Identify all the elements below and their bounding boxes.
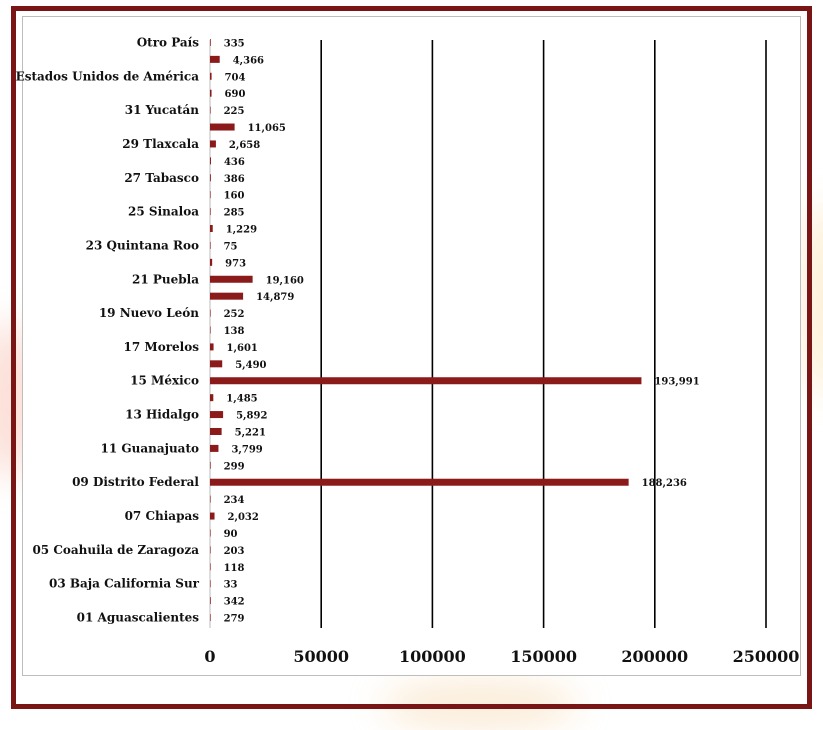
data-label: 2,032 <box>228 512 259 523</box>
category-label: 17 Morelos <box>124 340 200 354</box>
data-label: 1,485 <box>226 394 257 405</box>
bar <box>210 546 211 554</box>
bar <box>210 292 244 300</box>
bar <box>210 174 211 182</box>
category-label: 29 Tlaxcala <box>122 137 199 151</box>
data-label: 5,892 <box>236 411 267 422</box>
data-label: 4,366 <box>233 55 264 66</box>
data-label: 5,221 <box>235 427 266 438</box>
data-label: 160 <box>224 191 245 202</box>
bar <box>210 309 211 317</box>
data-label: 1,601 <box>227 343 258 354</box>
bar <box>210 444 219 452</box>
data-label: 704 <box>225 72 246 83</box>
data-label: 75 <box>224 241 238 252</box>
data-label: 188,236 <box>642 478 687 489</box>
data-label: 225 <box>224 106 245 117</box>
bar <box>210 241 211 249</box>
category-label: 01 Aguascalientes <box>77 611 200 625</box>
x-tick-label: 50000 <box>293 647 349 666</box>
bar <box>210 394 214 402</box>
bar <box>210 343 214 351</box>
category-label: 21 Puebla <box>132 272 199 286</box>
bar <box>210 411 224 419</box>
data-label: 203 <box>224 546 245 557</box>
bar <box>210 72 212 80</box>
bar <box>210 89 212 97</box>
category-label: 23 Quintana Roo <box>86 238 199 252</box>
data-label: 11,065 <box>248 123 286 134</box>
bar <box>210 495 211 503</box>
category-label: 31 Yucatán <box>125 103 200 117</box>
data-label: 19,160 <box>266 275 304 286</box>
bar <box>210 106 211 114</box>
data-label: 386 <box>224 174 245 185</box>
category-label: 11 Guanajuato <box>100 441 199 455</box>
bar <box>210 140 216 148</box>
category-label: Estados Unidos de América <box>16 69 200 83</box>
slide-frame <box>11 6 812 709</box>
category-label: 13 Hidalgo <box>125 408 199 422</box>
category-label: 27 Tabasco <box>124 171 199 185</box>
bar <box>210 377 642 385</box>
data-label: 118 <box>224 563 245 574</box>
x-tick-label: 200000 <box>621 647 688 666</box>
bar <box>210 478 629 486</box>
category-label: 09 Distrito Federal <box>72 475 199 489</box>
category-label: Otro País <box>137 35 200 49</box>
chart-panel <box>22 16 801 676</box>
bar <box>210 563 211 571</box>
bar <box>210 191 211 199</box>
bar <box>210 326 211 334</box>
data-label: 285 <box>224 208 245 219</box>
x-tick-label: 250000 <box>733 647 800 666</box>
x-tick-label: 100000 <box>399 647 466 666</box>
category-label: 15 México <box>130 374 199 388</box>
bar <box>210 512 215 520</box>
bar <box>210 427 222 435</box>
data-label: 252 <box>224 309 245 320</box>
bar <box>210 580 211 588</box>
category-label: 07 Chiapas <box>125 509 200 523</box>
data-label: 14,879 <box>256 292 294 303</box>
bar <box>210 225 213 233</box>
data-label: 335 <box>224 38 245 49</box>
bar <box>210 275 253 283</box>
category-label: 03 Baja California Sur <box>49 577 200 591</box>
bar <box>210 123 235 131</box>
data-label: 342 <box>224 597 245 608</box>
data-label: 138 <box>224 326 245 337</box>
data-label: 193,991 <box>654 377 699 388</box>
data-label: 234 <box>224 495 245 506</box>
data-label: 90 <box>224 529 238 540</box>
data-label: 436 <box>224 157 245 168</box>
data-label: 33 <box>224 580 238 591</box>
data-label: 690 <box>225 89 246 100</box>
bar <box>210 157 211 165</box>
data-label: 5,490 <box>235 360 266 371</box>
category-label: 25 Sinaloa <box>128 205 199 219</box>
bar <box>210 38 211 46</box>
bar <box>210 360 223 368</box>
category-label: 05 Coahuila de Zaragoza <box>32 543 199 557</box>
x-tick-label: 150000 <box>510 647 577 666</box>
bar <box>210 55 220 63</box>
data-label: 973 <box>225 258 246 269</box>
data-label: 1,229 <box>226 225 257 236</box>
data-label: 3,799 <box>231 444 262 455</box>
bar <box>210 529 211 537</box>
bar <box>210 258 213 266</box>
x-tick-label: 0 <box>204 647 215 666</box>
data-label: 2,658 <box>229 140 260 151</box>
bar <box>210 208 211 216</box>
category-label: 19 Nuevo León <box>99 306 199 320</box>
data-label: 279 <box>224 614 245 625</box>
data-label: 299 <box>224 461 245 472</box>
bar <box>210 461 211 469</box>
bar <box>210 614 211 622</box>
bar <box>210 597 211 605</box>
